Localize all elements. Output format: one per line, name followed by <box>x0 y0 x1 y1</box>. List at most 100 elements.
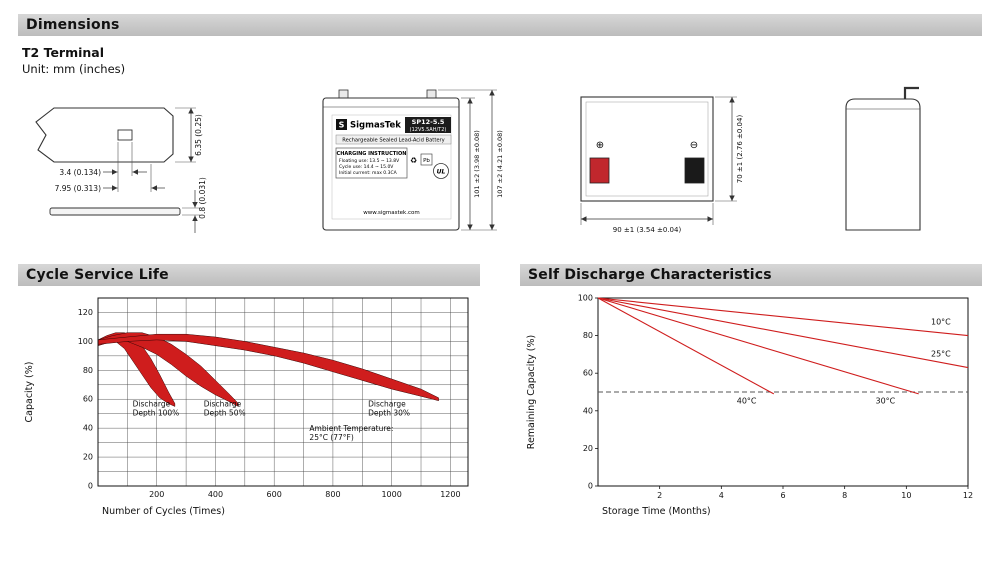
series-30°C <box>597 297 919 395</box>
battery-type-line: Rechargeable Sealed Lead-Acid Battery <box>343 138 446 144</box>
battery-front-view: S SigmasTek SP12-5.5 (12V5.5AH/T2) Recha… <box>322 89 504 231</box>
dim-body-height-label: 101 ±2 (3.98 ±0.08) <box>473 130 481 198</box>
svg-text:8: 8 <box>842 491 847 500</box>
brand-logo <box>336 119 348 130</box>
terminal-type-title: T2 Terminal <box>22 45 105 60</box>
self-discharge-title: Self Discharge Characteristics <box>528 267 772 283</box>
svg-text:Number of Cycles (Times): Number of Cycles (Times) <box>102 506 225 517</box>
self-discharge-chart-container: 10°C 25°C 30°C 40°C 0 20 40 60 80 100 2 4 6 8 10 12 Stor… <box>520 286 982 538</box>
dim-body-height: 101 ±2 (3.98 ±0.08) <box>461 97 498 231</box>
cycle-title: Cycle Service Life <box>26 267 169 283</box>
brand-name: SigmasTek <box>350 121 401 131</box>
cycle-chart-container: 0 20 40 60 80 100 120 200 400 600 800 1000 1200 Disch… <box>18 286 480 538</box>
battery-side-view <box>845 86 921 231</box>
model-number: SP12-5.5 <box>412 118 445 126</box>
svg-text:6: 6 <box>780 491 785 500</box>
svg-text:200: 200 <box>149 490 164 499</box>
positive-terminal <box>589 157 610 184</box>
series-40°C <box>597 297 775 395</box>
terminal-detail-drawing: 6.35 (0.25) 3.4 (0.134) 7.95 (0.313) <box>35 107 207 233</box>
terminal-tab-shape <box>35 107 181 216</box>
recycle-icon: ♻ <box>410 156 417 165</box>
datasheet-page: Dimensions T2 Terminal Unit: mm (inches) <box>18 14 982 538</box>
self-discharge-section: Self Discharge Characteristics 10°C 25°C 3… <box>520 264 982 538</box>
unit-note: Unit: mm (inches) <box>22 62 126 76</box>
svg-text:20: 20 <box>583 444 593 453</box>
svg-text:Depth 100%: Depth 100% <box>133 408 180 417</box>
negative-terminal-symbol: ⊖ <box>689 140 697 151</box>
negative-terminal <box>684 157 705 184</box>
svg-text:80: 80 <box>83 366 93 375</box>
svg-text:0: 0 <box>588 482 593 491</box>
rear-body <box>580 96 714 202</box>
cycle-service-life-chart: 0 20 40 60 80 100 120 200 400 600 800 1000 1200 Disch… <box>24 297 469 517</box>
svg-text:Storage Time (Months): Storage Time (Months) <box>602 506 711 517</box>
dim-tab-width: 7.95 (0.313) <box>55 164 165 193</box>
dim-tab-height: 6.35 (0.25) <box>175 107 203 163</box>
svg-text:25°C: 25°C <box>931 349 951 358</box>
dim-tab-height-label: 6.35 (0.25) <box>194 114 203 156</box>
battery-rear-view: ⊕ ⊖ 90 ±1 (3.54 ±0.04) 70 ±1 (2.76 ±0.04… <box>580 96 744 234</box>
battery-label: S SigmasTek SP12-5.5 (12V5.5AH/T2) Recha… <box>332 114 452 220</box>
section-header-dimensions: Dimensions <box>18 14 982 36</box>
svg-text:Ambient Temperature:: Ambient Temperature: <box>309 424 393 433</box>
svg-text:1200: 1200 <box>440 490 460 499</box>
dim-thickness-label: 0.8 (0.031) <box>198 177 207 219</box>
svg-text:10°C: 10°C <box>931 317 951 326</box>
svg-text:60: 60 <box>83 395 93 404</box>
svg-text:Discharge: Discharge <box>133 399 171 408</box>
svg-text:30°C: 30°C <box>876 396 896 405</box>
svg-text:120: 120 <box>78 308 93 317</box>
svg-text:25°C (77°F): 25°C (77°F) <box>309 433 353 442</box>
discharge-bands <box>97 332 439 407</box>
battery-rating: (12V5.5AH/T2) <box>410 127 447 133</box>
cycle-service-life-section: Cycle Service Life 0 20 40 60 80 100 120 200 400… <box>18 264 480 538</box>
charging-line-1: Floating use: 13.5 ~ 13.8V <box>339 158 400 164</box>
dimension-drawings-row: 6.35 (0.25) 3.4 (0.134) 7.95 (0.313) <box>18 76 982 250</box>
svg-text:4: 4 <box>719 491 724 500</box>
ul-icon-label: UL <box>437 169 446 176</box>
dimensions-title: Dimensions <box>26 17 120 33</box>
svg-text:Discharge: Discharge <box>204 399 242 408</box>
svg-text:Depth 50%: Depth 50% <box>204 408 246 417</box>
charging-instruction-title: CHARGING INSTRUCTION <box>337 151 407 157</box>
charging-line-2: Cycle use: 14.4 ~ 15.0V <box>339 164 394 170</box>
svg-text:2: 2 <box>657 491 662 500</box>
ul-icon <box>433 163 450 179</box>
svg-text:40: 40 <box>583 406 593 415</box>
svg-text:60: 60 <box>583 369 593 378</box>
series-10°C <box>597 297 969 337</box>
terminal-hole <box>117 129 133 141</box>
svg-text:20: 20 <box>83 453 93 462</box>
band-Discharge Depth 30% <box>97 333 439 402</box>
positive-terminal-symbol: ⊕ <box>595 140 603 151</box>
charging-instruction-box <box>335 147 408 179</box>
dim-thickness: 0.8 (0.031) <box>182 177 207 233</box>
website-url: www.sigmastek.com <box>364 210 420 216</box>
series-25°C <box>597 297 969 369</box>
svg-text:1000: 1000 <box>381 490 401 499</box>
terminal-subheader: T2 Terminal Unit: mm (inches) <box>22 45 982 76</box>
svg-text:10: 10 <box>901 491 911 500</box>
svg-text:800: 800 <box>325 490 340 499</box>
pb-icon-label: Pb <box>423 158 430 164</box>
dim-width: 90 ±1 (3.54 ±0.04) <box>580 203 713 234</box>
side-terminal-tab <box>903 86 919 99</box>
svg-text:40: 40 <box>83 424 93 433</box>
svg-text:Discharge: Discharge <box>368 399 406 408</box>
svg-text:600: 600 <box>267 490 282 499</box>
svg-text:Remaining Capacity (%): Remaining Capacity (%) <box>526 335 537 449</box>
charts-row: Cycle Service Life 0 20 40 60 80 100 120 200 40 0… <box>18 264 982 538</box>
svg-text:0: 0 <box>88 482 93 491</box>
dim-total-height: 107 ±2 (4.21 ±0.08) <box>438 89 504 230</box>
pb-icon <box>421 153 433 166</box>
svg-text:40°C: 40°C <box>737 396 757 405</box>
svg-text:12: 12 <box>963 491 973 500</box>
svg-text:80: 80 <box>583 331 593 340</box>
brand-logo-letter: S <box>339 121 345 130</box>
dim-tab-width-label: 7.95 (0.313) <box>55 184 101 193</box>
svg-text:100: 100 <box>578 294 593 303</box>
section-header-self-discharge: Self Discharge Characteristics <box>520 264 982 286</box>
dim-total-height-label: 107 ±2 (4.21 ±0.08) <box>496 130 504 198</box>
charging-line-3: Initial current: max 0.3CA <box>339 170 398 176</box>
